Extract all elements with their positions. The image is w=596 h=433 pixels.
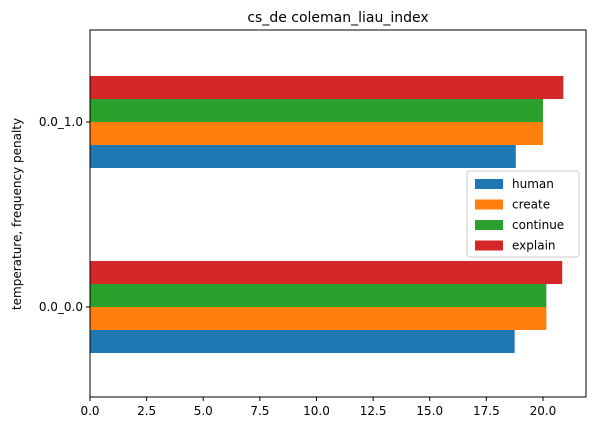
x-axis-ticks: 0.0 2.5 5.0 7.5 10.0 12.5 15.0 17.5 20.0 — [80, 397, 556, 418]
x-tick-label: 20.0 — [530, 404, 557, 418]
plot-frame — [89, 29, 587, 398]
x-tick-label: 0.0 — [80, 404, 99, 418]
y-tick-label: 0.0_1.0 — [39, 115, 83, 129]
x-tick-label: 12.5 — [360, 404, 387, 418]
legend: human create continue explain — [466, 170, 580, 258]
x-tick-label: 5.0 — [194, 404, 213, 418]
bar-continue-0.0_0.0 — [90, 284, 547, 307]
legend-label-human: human — [512, 177, 554, 191]
bar-explain-0.0_1.0 — [90, 76, 564, 99]
legend-label-create: create — [512, 198, 550, 212]
y-axis-label: temperature, frequency penalty — [10, 118, 24, 310]
legend-frame — [466, 170, 580, 258]
x-tick-label: 10.0 — [303, 404, 330, 418]
legend-swatch-explain — [475, 240, 503, 251]
legend-label-continue: continue — [512, 218, 564, 232]
legend-swatch-create — [475, 199, 503, 210]
bar-create-0.0_1.0 — [90, 122, 543, 145]
x-tick-label: 7.5 — [250, 404, 269, 418]
bar-human-0.0_0.0 — [90, 330, 515, 353]
bar-explain-0.0_0.0 — [90, 261, 563, 284]
legend-swatch-continue — [475, 220, 503, 230]
x-tick-label: 17.5 — [473, 404, 500, 418]
chart-title: cs_de coleman_liau_index — [247, 10, 428, 26]
bar-create-0.0_0.0 — [90, 307, 547, 330]
x-tick-label: 2.5 — [137, 404, 156, 418]
legend-label-explain: explain — [512, 239, 556, 253]
y-axis-ticks: 0.0_0.0 0.0_1.0 — [39, 115, 90, 314]
bar-continue-0.0_1.0 — [90, 99, 543, 122]
x-tick-label: 15.0 — [416, 404, 443, 418]
y-tick-label: 0.0_0.0 — [39, 300, 83, 314]
bars-group — [90, 76, 564, 353]
legend-swatch-human — [475, 179, 503, 189]
bar-human-0.0_1.0 — [90, 145, 516, 168]
